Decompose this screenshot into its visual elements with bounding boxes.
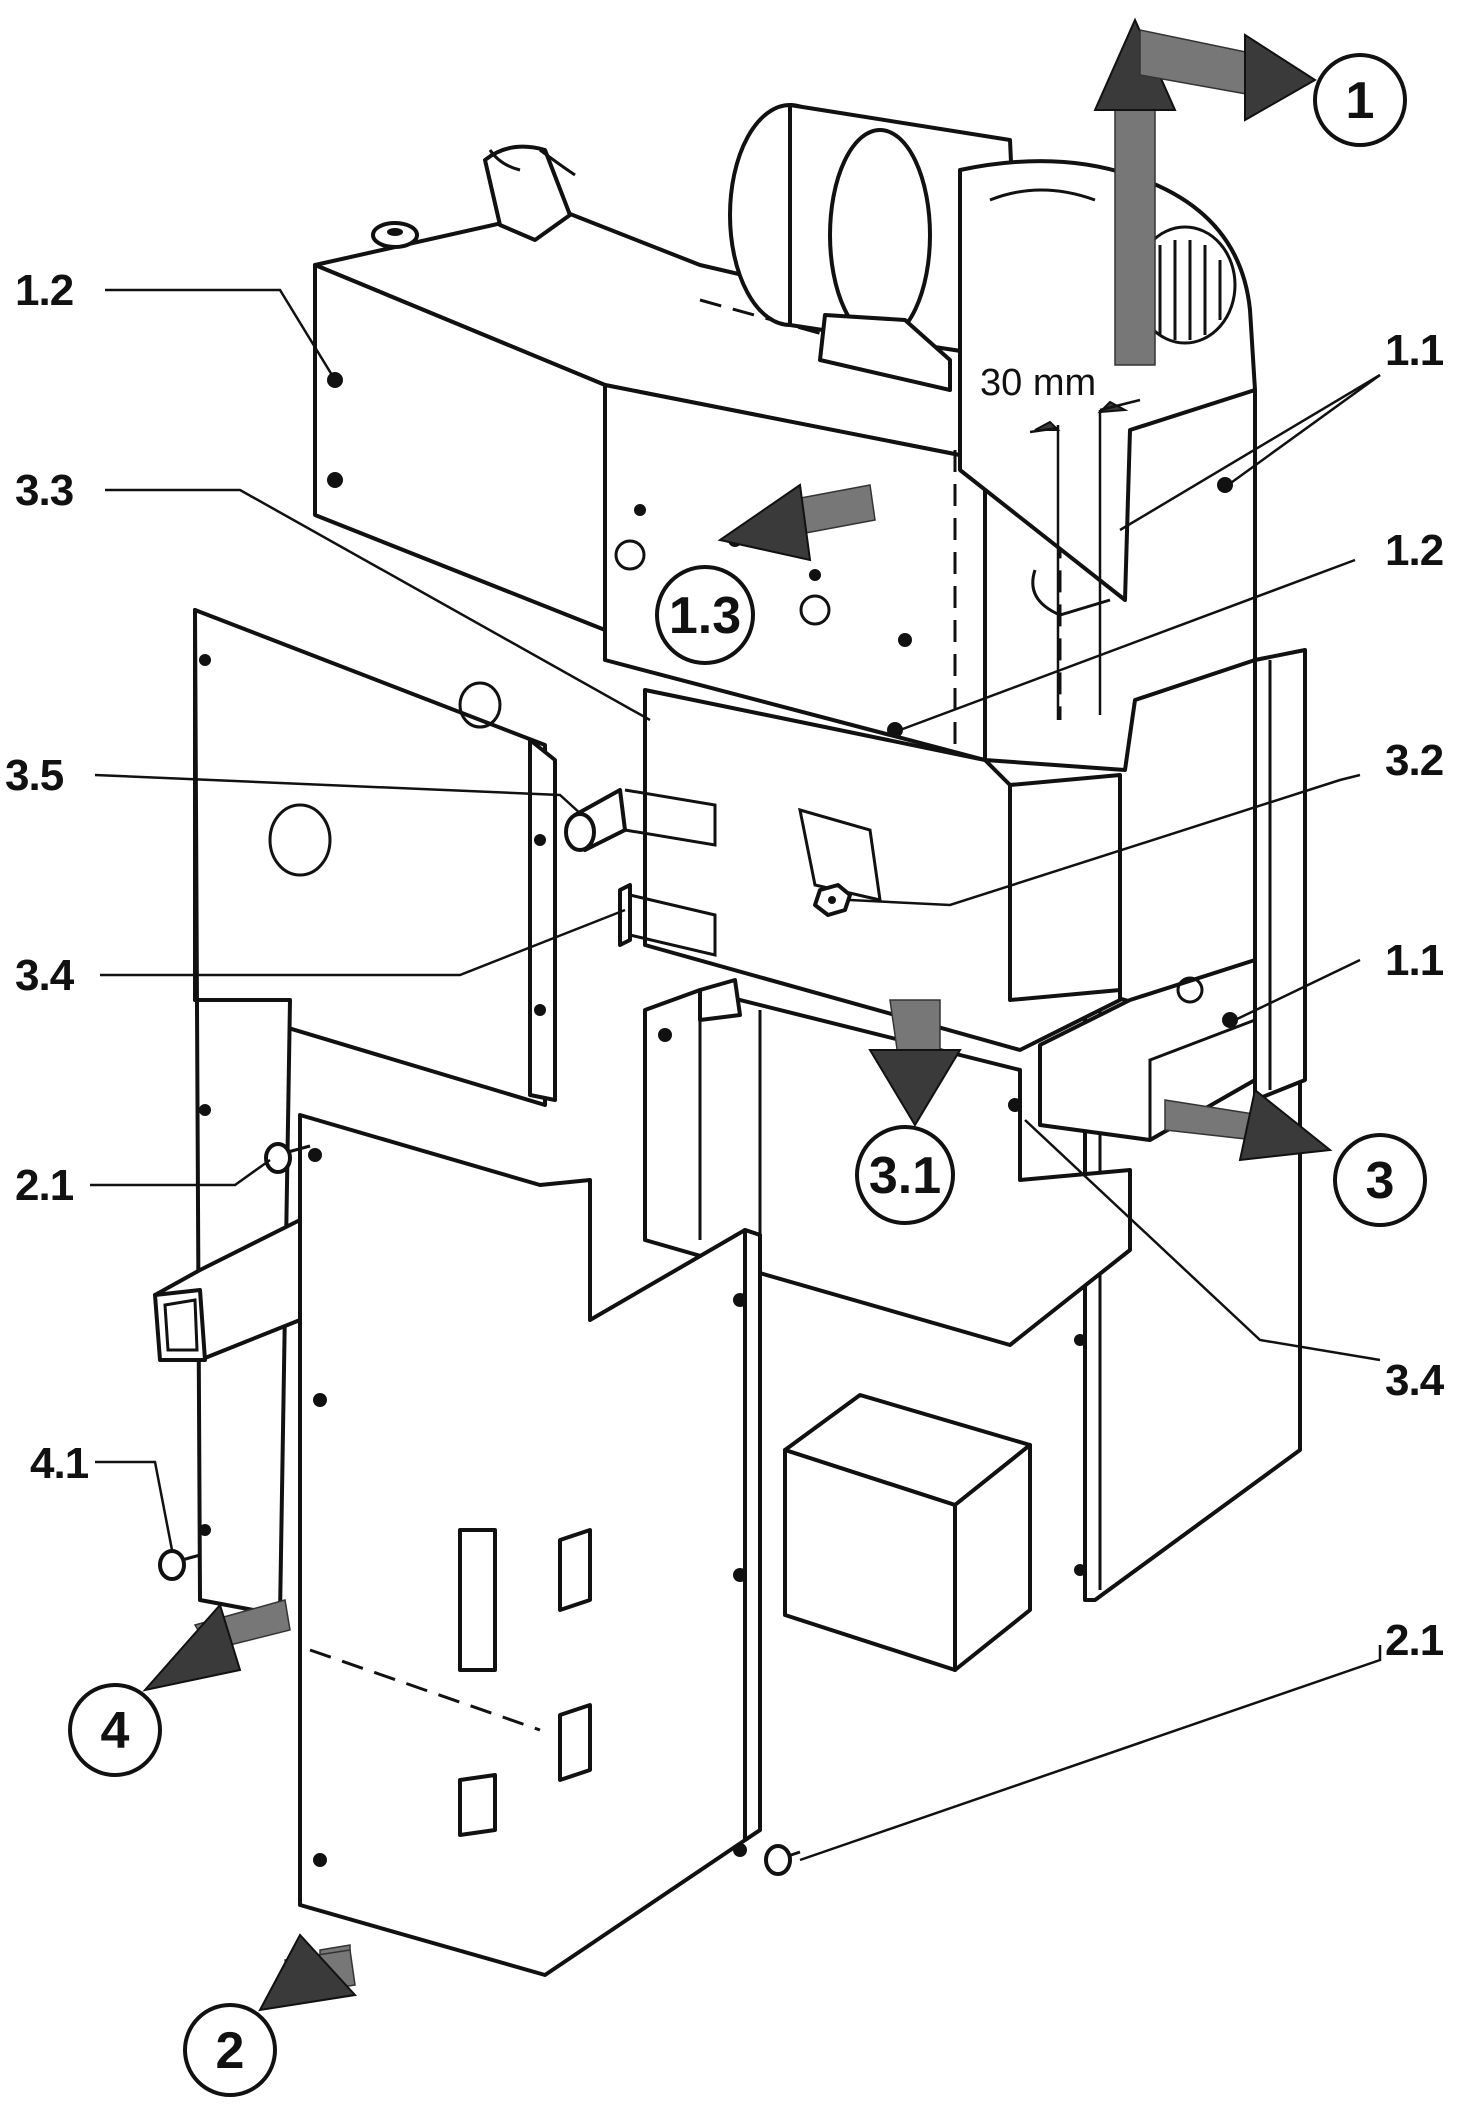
label-2-1-left: 2.1: [15, 1161, 74, 1210]
label-2-1-right: 2.1: [1385, 1616, 1444, 1665]
step-3-1: 3.1: [869, 1147, 941, 1205]
front-panel: [298, 1113, 762, 1977]
label-3-2: 3.2: [1385, 736, 1443, 785]
leader-lines: [90, 288, 1382, 1862]
arrow-3-1-icon: [868, 999, 962, 1127]
arrow-1-3-icon: [717, 483, 876, 562]
label-1-1-bottom: 1.1: [1385, 936, 1444, 985]
step-4: 4: [101, 1702, 130, 1760]
middle-chassis: [564, 688, 1122, 1052]
label-1-2-left: 1.2: [15, 266, 73, 315]
arrow-3-icon: [1164, 1088, 1333, 1162]
step-3: 3: [1366, 1152, 1395, 1210]
lifting-handle: [371, 144, 576, 249]
step-arrows: [142, 17, 1333, 2012]
battery-box: [783, 1393, 1032, 1672]
label-3-5: 3.5: [5, 751, 64, 800]
label-4-1: 4.1: [30, 1439, 89, 1488]
lower-right-bracket: [1038, 958, 1257, 1142]
label-3-3: 3.3: [15, 466, 73, 515]
label-3-4-right: 3.4: [1385, 1356, 1445, 1405]
arrow-4-icon: [142, 1599, 291, 1692]
right-arrow-icon: [1139, 29, 1317, 122]
label-3-4-left: 3.4: [15, 951, 75, 1000]
screw-4-1-icon: [158, 1549, 201, 1581]
screw-2-1-left-icon: [264, 1142, 311, 1174]
part-labels: 1.2 3.3 3.5 3.4 2.1 4.1 1.1 1.2 3.2 1.1 …: [5, 266, 1446, 1665]
motor-cylinder: [728, 103, 1257, 602]
label-1-1-top: 1.1: [1385, 326, 1444, 375]
arrow-2-icon: [258, 1933, 357, 2012]
step-1: 1: [1346, 72, 1375, 130]
step-2: 2: [216, 2022, 245, 2080]
step-circles: 1 1.3 3.1 3 4 2: [68, 53, 1427, 2097]
screw-2-1-right-icon: [764, 1844, 801, 1876]
step-1-3: 1.3: [669, 587, 741, 645]
square-tube: [153, 1218, 302, 1362]
dimension-label: 30 mm: [980, 362, 1096, 404]
label-1-2-right: 1.2: [1385, 526, 1443, 575]
screws: [158, 1142, 801, 1876]
